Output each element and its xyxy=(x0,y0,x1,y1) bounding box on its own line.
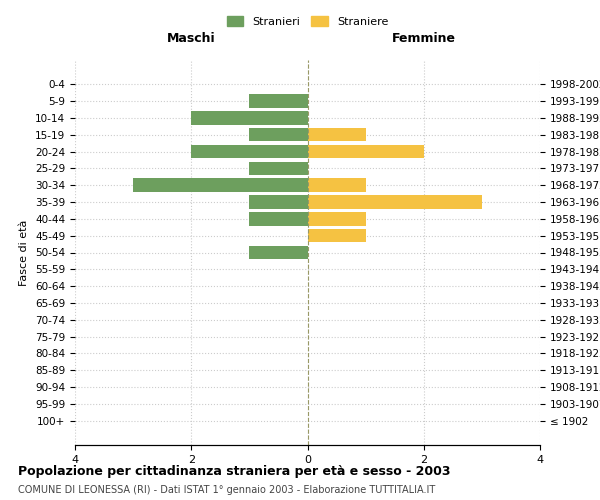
Bar xyxy=(250,128,308,141)
Bar xyxy=(250,162,308,175)
Bar xyxy=(250,94,308,108)
Bar xyxy=(250,212,308,226)
Bar xyxy=(308,196,482,209)
Bar xyxy=(308,145,424,158)
Bar xyxy=(133,178,308,192)
Text: Maschi: Maschi xyxy=(167,32,215,44)
Text: Femmine: Femmine xyxy=(392,32,456,44)
Text: Popolazione per cittadinanza straniera per età e sesso - 2003: Popolazione per cittadinanza straniera p… xyxy=(18,465,451,478)
Bar xyxy=(308,229,365,242)
Legend: Stranieri, Straniere: Stranieri, Straniere xyxy=(223,12,392,32)
Bar xyxy=(308,128,365,141)
Y-axis label: Fasce di età: Fasce di età xyxy=(19,220,29,286)
Bar xyxy=(191,111,308,124)
Bar xyxy=(308,178,365,192)
Text: COMUNE DI LEONESSA (RI) - Dati ISTAT 1° gennaio 2003 - Elaborazione TUTTITALIA.I: COMUNE DI LEONESSA (RI) - Dati ISTAT 1° … xyxy=(18,485,435,495)
Bar xyxy=(191,145,308,158)
Bar xyxy=(250,196,308,209)
Bar xyxy=(308,212,365,226)
Bar xyxy=(250,246,308,259)
